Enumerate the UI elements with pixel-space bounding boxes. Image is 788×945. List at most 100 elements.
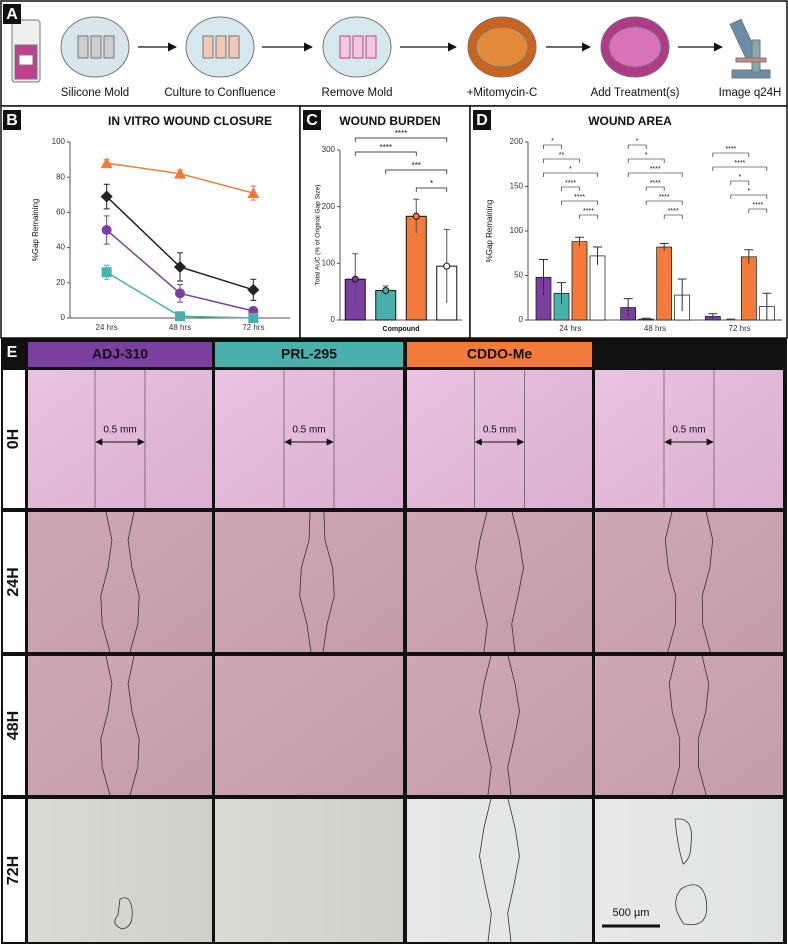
sig-bracket [645, 200, 683, 205]
sig-bracket [627, 172, 683, 177]
column-header [407, 342, 592, 367]
micrograph [215, 799, 403, 942]
marker [174, 260, 186, 273]
error-bar [557, 282, 566, 304]
micrograph [595, 656, 783, 795]
y-tick-label: 0 [331, 315, 336, 324]
scale-bar-label: 500 µm [613, 907, 650, 919]
marker [175, 288, 185, 299]
micrograph [407, 656, 592, 795]
point [443, 262, 451, 270]
wound-outline [299, 511, 335, 653]
step-label: +Mitomycin-C [467, 87, 538, 99]
row-label: 48H [5, 711, 22, 740]
error-bar [708, 313, 718, 320]
y-axis-label: %Gap Remaining [485, 200, 494, 263]
wound-outline [475, 511, 524, 653]
y-tick-label: 100 [510, 226, 524, 235]
bar [656, 246, 673, 321]
error-bar [726, 318, 736, 320]
wound-outline [114, 897, 133, 930]
sig-bracket [730, 180, 750, 185]
marker [175, 311, 185, 322]
wound-outline [674, 818, 708, 926]
sig-bracket [645, 186, 665, 191]
bar [740, 256, 757, 321]
panel-d-frame [469, 105, 788, 339]
y-tick-label: 150 [510, 182, 524, 191]
y-tick-label: 40 [56, 243, 65, 252]
x-tick-label: 24 hrs [559, 324, 581, 333]
panel-label-bg [3, 110, 21, 130]
panel-label-bg [303, 110, 321, 130]
error-bar [539, 258, 548, 296]
sig-bracket [579, 214, 598, 219]
chart-title: IN VITRO WOUND CLOSURE [108, 114, 272, 128]
marker [100, 157, 113, 169]
sig-label: * [645, 152, 648, 159]
error-bar [762, 292, 772, 320]
sig-bracket [561, 200, 598, 205]
marker [247, 187, 260, 199]
panel-label: C [306, 112, 318, 129]
marker [248, 313, 259, 323]
panel-label: E [7, 344, 18, 361]
wound-outline [668, 655, 710, 796]
micrograph [215, 656, 403, 795]
row-label: 0H [5, 429, 22, 449]
column-header [215, 342, 403, 367]
gap-edges [663, 370, 715, 508]
sig-label: **** [583, 208, 594, 215]
sig-label: * [569, 166, 572, 173]
sig-bracket [385, 169, 448, 174]
point [351, 275, 359, 283]
y-tick-label: 200 [322, 202, 336, 211]
gap-edges [94, 370, 146, 508]
micrograph [407, 370, 592, 508]
y-tick-label: 50 [514, 271, 523, 280]
sig-label: * [747, 188, 750, 195]
error-bar [744, 249, 754, 264]
row-label: 72H [5, 856, 22, 885]
micrograph [595, 799, 783, 942]
gap-label: 0.5 mm [672, 425, 705, 436]
panel-b-frame [0, 105, 301, 339]
panel-label: A [6, 6, 18, 23]
sig-label: * [738, 174, 741, 181]
bar [571, 241, 588, 321]
protocol-icons [11, 16, 771, 83]
step-label: Remove Mold [322, 87, 393, 99]
column-label: DMSO [668, 346, 710, 362]
step-label: Silicone Mold [61, 87, 129, 99]
column-label: CDDO-Me [467, 346, 533, 362]
gap-label: 0.5 mm [483, 425, 516, 436]
error-bar [623, 298, 633, 317]
x-tick-label: 24 hrs [96, 323, 118, 332]
y-tick-label: 0 [61, 313, 66, 322]
sig-bracket [543, 144, 562, 149]
micrograph [595, 512, 783, 652]
sig-label: **** [668, 208, 679, 215]
sig-bracket [730, 194, 768, 199]
wound-outline [664, 511, 714, 653]
step-label: Add Treatment(s) [591, 87, 680, 99]
gap-edges [283, 370, 335, 508]
panel-label: B [6, 112, 18, 129]
sig-label: **** [734, 160, 745, 167]
micrograph [28, 656, 212, 795]
sig-label: **** [395, 129, 407, 138]
sig-label: **** [659, 194, 670, 201]
y-tick-label: 100 [322, 258, 336, 267]
marker [101, 267, 112, 278]
marker [101, 225, 112, 235]
panel-label: D [476, 112, 488, 129]
y-tick-label: 200 [510, 137, 524, 146]
step-label: Image q24H [719, 87, 782, 99]
error-bar [677, 278, 687, 312]
x-tick-label: 48 hrs [644, 324, 666, 333]
micrograph [407, 512, 592, 652]
y-axis-label: %Gap Remaining [31, 199, 40, 262]
sig-label: **** [650, 166, 661, 173]
sig-bracket [712, 152, 750, 157]
gap-label: 0.5 mm [103, 425, 136, 436]
